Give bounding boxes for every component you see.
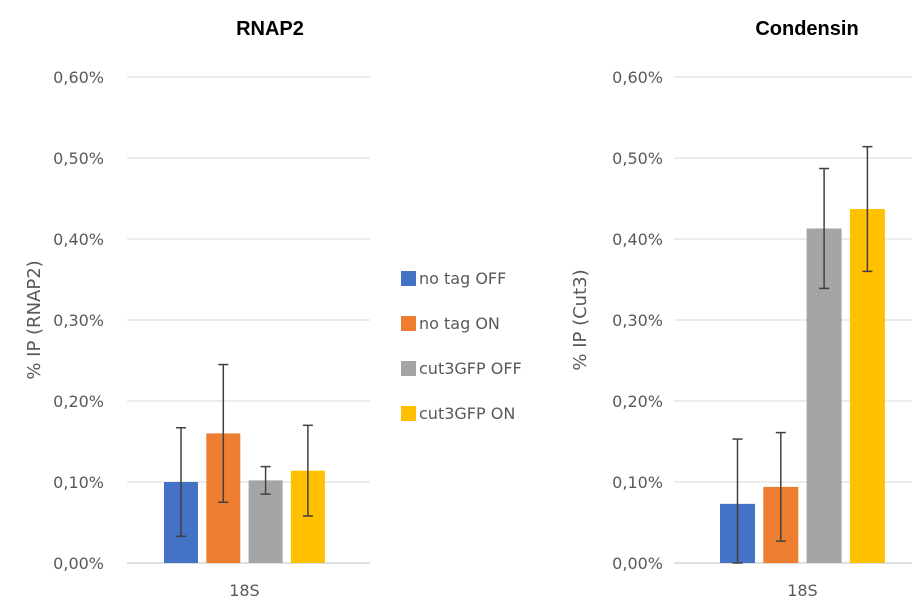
legend-item-no-tag-off: no tag OFF bbox=[401, 256, 551, 301]
chart-1-y-tick-label: 0,40% bbox=[612, 230, 663, 249]
legend-item-cut3gfp-on: cut3GFP ON bbox=[401, 391, 551, 436]
legend-label-cut3gfp-on: cut3GFP ON bbox=[419, 404, 516, 423]
chart-1-y-tick-label: 0,30% bbox=[612, 311, 663, 330]
chart-0-y-tick-label: 0,00% bbox=[53, 554, 104, 573]
chart-0-y-tick-label: 0,40% bbox=[53, 230, 104, 249]
legend-item-no-tag-on: no tag ON bbox=[401, 301, 551, 346]
legend-swatch-cut3gfp-on bbox=[401, 406, 416, 421]
legend: no tag OFF no tag ON cut3GFP OFF cut3GFP… bbox=[401, 256, 551, 436]
legend-swatch-no-tag-on bbox=[401, 316, 416, 331]
chart-1-y-tick-label: 0,60% bbox=[612, 68, 663, 87]
chart-1-category-label: 18S bbox=[787, 581, 818, 600]
chart-0-y-tick-label: 0,50% bbox=[53, 149, 104, 168]
chart-0-y-tick-label: 0,10% bbox=[53, 473, 104, 492]
legend-label-no-tag-off: no tag OFF bbox=[419, 269, 507, 288]
chart-0-title: RNAP2 bbox=[236, 18, 304, 40]
chart-1-y-tick-label: 0,20% bbox=[612, 392, 663, 411]
chart-0-y-tick-label: 0,60% bbox=[53, 68, 104, 87]
legend-label-cut3gfp-off: cut3GFP OFF bbox=[419, 359, 522, 378]
chart-0-y-tick-label: 0,20% bbox=[53, 392, 104, 411]
chart-1-y-axis-label: % IP (Cut3) bbox=[570, 269, 591, 370]
chart-0-y-tick-label: 0,30% bbox=[53, 311, 104, 330]
chart-0-y-axis-label: % IP (RNAP2) bbox=[24, 260, 45, 379]
chart-1-y-tick-label: 0,50% bbox=[612, 149, 663, 168]
legend-label-no-tag-on: no tag ON bbox=[419, 314, 500, 333]
legend-swatch-no-tag-off bbox=[401, 271, 416, 286]
legend-swatch-cut3gfp-off bbox=[401, 361, 416, 376]
legend-item-cut3gfp-off: cut3GFP OFF bbox=[401, 346, 551, 391]
chart-1-y-tick-label: 0,00% bbox=[612, 554, 663, 573]
chart-0-category-label: 18S bbox=[229, 581, 260, 600]
chart-1-y-tick-label: 0,10% bbox=[612, 473, 663, 492]
chart-1-title: Condensin bbox=[755, 18, 858, 40]
